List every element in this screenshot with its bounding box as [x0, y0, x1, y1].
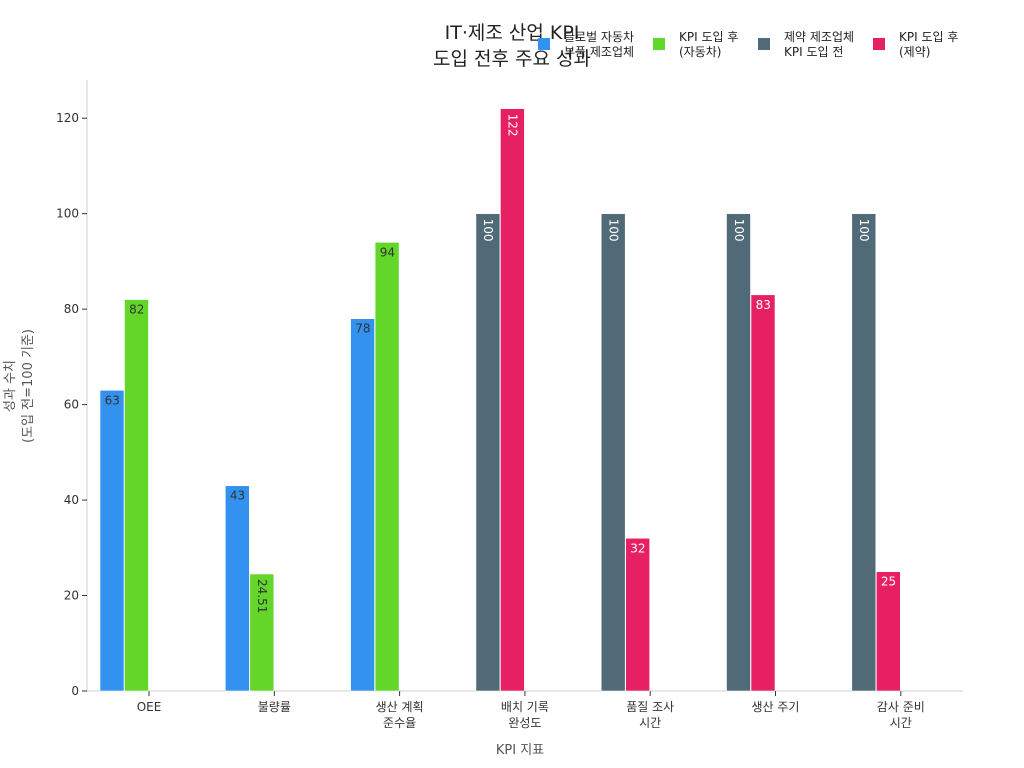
legend-label: 글로벌 자동차	[564, 30, 634, 44]
chart-title-line: 도입 전후 주요 성과	[433, 48, 591, 70]
legend-label: (제약)	[899, 44, 930, 59]
bar-value-label: 25	[881, 575, 896, 589]
legend-label: KPI 도입 전	[784, 45, 843, 59]
x-tick-label: 시간	[639, 716, 661, 730]
bar	[99, 389, 125, 692]
chart-title-line: IT·제조 산업 KPI	[445, 22, 580, 44]
bar-value-label: 82	[129, 303, 144, 317]
bar-value-label: 32	[630, 541, 645, 555]
bar-value-label: 43	[230, 489, 245, 503]
legend-swatch	[653, 38, 665, 50]
legend-swatch	[758, 38, 770, 50]
x-tick-label: 준수율	[383, 716, 416, 730]
bar-value-label: 24.51	[255, 579, 269, 613]
legend-label: (자동차)	[679, 45, 721, 59]
x-axis-title: KPI 지표	[496, 743, 544, 758]
bar-value-label: 78	[355, 322, 370, 336]
bar	[851, 213, 877, 692]
legend-swatch	[538, 38, 550, 50]
y-tick-label: 100	[56, 207, 79, 221]
x-tick-label: OEE	[137, 700, 162, 714]
y-axis-title-line: 성과 수치	[3, 360, 18, 412]
bar	[475, 213, 501, 692]
bar	[726, 213, 751, 692]
bar	[500, 108, 525, 692]
bar	[350, 318, 375, 692]
bar-value-label: 63	[105, 393, 120, 407]
bar	[600, 213, 626, 692]
bar	[374, 241, 400, 692]
x-tick-label: 품질 조사	[626, 700, 674, 714]
legend-swatch	[873, 38, 885, 50]
legend-label: 부품 제조업체	[564, 45, 634, 59]
legend-item: KPI 도입 후(제약)	[873, 30, 958, 59]
legend-label: KPI 도입 후	[899, 30, 958, 44]
y-tick-label: 40	[64, 493, 79, 507]
y-tick-label: 60	[64, 398, 79, 412]
x-tick-label: 생산 주기	[752, 700, 800, 714]
legend-item: KPI 도입 후(자동차)	[653, 30, 738, 59]
bar	[750, 294, 776, 692]
bar-value-label: 94	[380, 245, 395, 259]
bar-value-label: 100	[606, 219, 620, 242]
y-tick-label: 80	[64, 302, 79, 316]
x-tick-label: 배치 기록	[501, 700, 549, 714]
bar-value-label: 100	[857, 219, 871, 242]
bar-value-label: 122	[506, 114, 520, 137]
bars	[99, 108, 901, 692]
bar	[225, 485, 250, 692]
bar	[625, 537, 651, 692]
y-tick-label: 0	[71, 684, 79, 698]
bar-value-label: 100	[481, 219, 495, 242]
bar-value-label: 100	[732, 219, 746, 242]
bar-value-label: 83	[756, 298, 771, 312]
legend-label: KPI 도입 후	[679, 30, 738, 44]
bar	[875, 571, 901, 692]
legend-label: 제약 제조업체	[784, 29, 854, 44]
y-axis-title-line: (도입 전=100 기준)	[21, 329, 36, 443]
bar	[249, 573, 275, 692]
x-tick-label: 감사 준비	[877, 700, 925, 714]
y-axis-title: 성과 수치 (도입 전=100 기준)	[3, 329, 36, 443]
x-tick-label: 완성도	[508, 716, 541, 730]
bar	[124, 299, 149, 692]
x-tick-label: 불량률	[258, 700, 291, 714]
y-tick-label: 120	[56, 111, 79, 125]
x-tick-label: 시간	[890, 716, 912, 730]
x-tick-label: 생산 계획	[376, 700, 424, 714]
bar-labels: 63 82 43 24.51 78 94 100 122 100 32 100 83 100 25	[105, 114, 897, 614]
y-tick-label: 20	[64, 589, 79, 603]
